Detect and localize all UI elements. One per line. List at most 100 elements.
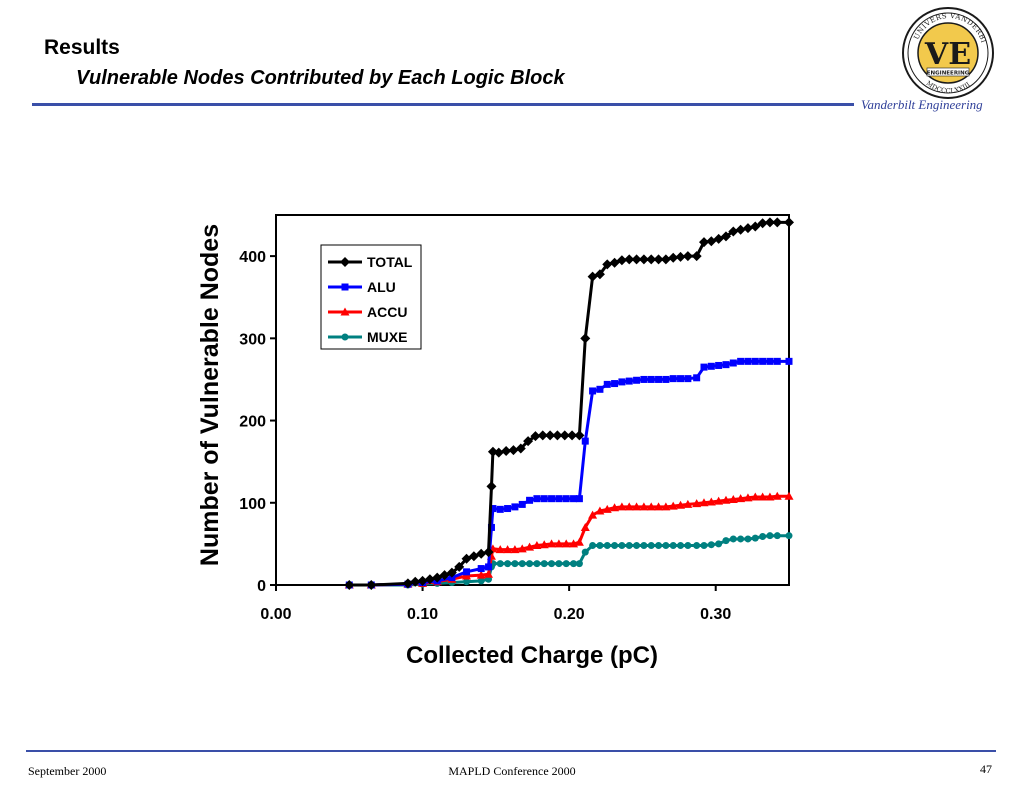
legend-marker-total bbox=[340, 257, 350, 267]
series-line-alu bbox=[349, 359, 789, 587]
legend-label-alu: ALU bbox=[367, 279, 396, 295]
data-point-muxe bbox=[575, 560, 583, 568]
x-tick-label: 0.30 bbox=[700, 606, 731, 623]
data-point-alu bbox=[693, 374, 701, 382]
data-point-alu bbox=[504, 505, 512, 513]
data-point-alu bbox=[669, 375, 677, 383]
data-point-accu bbox=[561, 539, 571, 548]
legend: TOTAL ALU ACCU MUXE bbox=[320, 244, 422, 350]
data-point-accu bbox=[554, 539, 564, 548]
data-point-alu bbox=[575, 495, 583, 503]
slide-subtitle: Vulnerable Nodes Contributed by Each Log… bbox=[76, 67, 565, 89]
data-point-total bbox=[660, 254, 671, 265]
data-point-accu bbox=[668, 501, 678, 510]
data-point-muxe bbox=[785, 532, 793, 540]
data-point-alu bbox=[700, 363, 708, 371]
data-point-total bbox=[537, 430, 548, 441]
data-point-total bbox=[483, 547, 494, 558]
data-point-alu bbox=[540, 495, 548, 503]
data-point-total bbox=[757, 218, 768, 229]
data-point-accu bbox=[484, 569, 494, 578]
data-point-alu bbox=[489, 505, 497, 513]
data-point-accu bbox=[510, 545, 520, 554]
data-point-alu bbox=[485, 563, 493, 571]
data-point-total bbox=[580, 333, 591, 344]
data-point-accu bbox=[580, 522, 590, 531]
data-point-alu bbox=[744, 357, 752, 365]
footer-divider bbox=[26, 750, 996, 752]
data-point-muxe bbox=[707, 541, 715, 549]
data-point-accu bbox=[574, 537, 584, 546]
legend-marker-alu bbox=[341, 283, 349, 291]
legend-label-accu: ACCU bbox=[367, 304, 407, 320]
data-point-accu bbox=[661, 502, 671, 511]
data-point-total bbox=[567, 430, 578, 441]
university-seal-logo: VE ENGINEERING UNIVERSITAS VANDERBILTIA … bbox=[900, 6, 994, 99]
data-point-accu bbox=[699, 498, 709, 507]
data-point-alu bbox=[477, 565, 485, 573]
page-number: 47 bbox=[980, 762, 992, 776]
data-point-alu bbox=[555, 495, 563, 503]
data-point-muxe bbox=[625, 542, 633, 550]
data-point-alu bbox=[759, 357, 767, 365]
data-point-muxe bbox=[562, 560, 570, 568]
data-point-accu bbox=[683, 499, 693, 508]
data-point-muxe bbox=[518, 560, 526, 568]
data-point-accu bbox=[692, 499, 702, 508]
data-point-total bbox=[344, 580, 355, 590]
data-point-accu bbox=[676, 500, 686, 509]
data-point-total bbox=[530, 431, 541, 442]
data-point-alu bbox=[487, 523, 495, 531]
data-point-total bbox=[432, 572, 443, 583]
data-point-accu bbox=[736, 494, 746, 503]
data-point-muxe bbox=[715, 540, 723, 548]
data-point-muxe bbox=[540, 560, 548, 568]
data-point-accu bbox=[750, 492, 760, 501]
data-point-total bbox=[646, 254, 657, 265]
data-point-muxe bbox=[729, 535, 737, 543]
data-point-alu bbox=[766, 357, 774, 365]
slide-title: Results bbox=[44, 36, 120, 59]
data-point-muxe bbox=[773, 532, 781, 540]
data-point-muxe bbox=[647, 542, 655, 550]
y-tick-label: 0 bbox=[257, 578, 266, 595]
data-point-muxe bbox=[677, 542, 685, 550]
data-point-accu bbox=[539, 540, 549, 549]
data-point-total bbox=[772, 217, 783, 228]
data-point-accu bbox=[610, 503, 620, 512]
vulnerable-nodes-chart: 0 100 200 300 400 0.00 0.10 0.20 0.30 Number of … bbox=[196, 214, 794, 669]
data-point-accu bbox=[462, 571, 472, 580]
data-point-total bbox=[523, 436, 534, 447]
data-point-alu bbox=[618, 378, 626, 386]
legend-marker-muxe bbox=[341, 333, 349, 341]
data-point-accu bbox=[639, 502, 649, 511]
data-point-total bbox=[682, 251, 693, 262]
data-point-alu bbox=[603, 380, 611, 388]
data-point-muxe bbox=[548, 560, 556, 568]
data-point-accu bbox=[532, 541, 542, 550]
data-point-accu bbox=[772, 491, 782, 500]
data-point-total bbox=[552, 430, 563, 441]
data-point-muxe bbox=[555, 560, 563, 568]
data-point-alu bbox=[684, 375, 692, 383]
data-point-total bbox=[750, 221, 761, 232]
data-point-muxe bbox=[596, 542, 604, 550]
data-point-alu bbox=[611, 380, 619, 388]
data-point-total bbox=[417, 575, 428, 586]
data-point-alu bbox=[677, 375, 685, 383]
data-point-total bbox=[402, 578, 413, 589]
data-point-alu bbox=[773, 357, 781, 365]
data-point-total bbox=[487, 446, 498, 457]
data-point-muxe bbox=[751, 534, 759, 542]
x-tick-label: 0.00 bbox=[260, 606, 291, 623]
plot-layer: 0 100 200 300 400 0.00 0.10 0.20 0.30 bbox=[239, 214, 794, 623]
data-point-accu bbox=[632, 502, 642, 511]
data-point-alu bbox=[751, 357, 759, 365]
data-point-total bbox=[728, 226, 739, 237]
data-point-alu bbox=[655, 375, 663, 383]
data-point-alu bbox=[511, 503, 519, 511]
data-point-muxe bbox=[477, 577, 485, 585]
data-point-accu bbox=[476, 570, 486, 579]
y-tick-label: 100 bbox=[239, 496, 266, 513]
y-tick-label: 400 bbox=[239, 249, 266, 266]
